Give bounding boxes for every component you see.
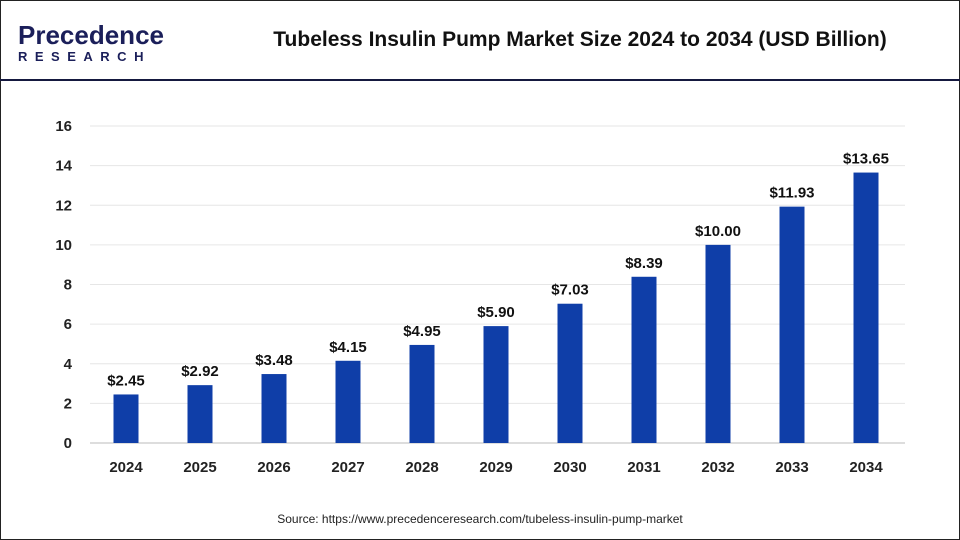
x-tick-label: 2026 [257,459,290,476]
bar [409,344,435,443]
y-tick-label: 4 [64,356,73,373]
x-tick-label: 2030 [553,459,586,476]
bar [853,172,879,443]
y-tick-label: 2 [64,395,72,412]
x-tick-label: 2028 [405,459,438,476]
data-label: $4.95 [403,323,441,340]
bar [261,374,287,443]
y-tick-label: 6 [64,316,72,333]
bar [335,360,361,443]
y-tick-label: 0 [64,435,72,452]
y-tick-label: 12 [55,197,72,214]
data-label: $2.45 [107,372,145,389]
bar [779,206,805,443]
x-tick-label: 2034 [849,459,883,476]
x-tick-label: 2029 [479,459,512,476]
logo-line2: RESEARCH [18,49,151,64]
x-tick-label: 2033 [775,459,808,476]
bar [631,276,657,443]
y-tick-label: 14 [55,158,72,175]
y-tick-label: 10 [55,237,72,254]
data-label: $8.39 [625,255,663,272]
chart-title: Tubeless Insulin Pump Market Size 2024 t… [273,28,887,51]
data-label: $3.48 [255,352,293,369]
x-tick-label: 2032 [701,459,734,476]
y-tick-label: 16 [55,118,72,135]
header-divider [0,79,960,81]
data-label: $7.03 [551,282,589,299]
x-tick-label: 2027 [331,459,364,476]
data-label: $2.92 [181,363,219,380]
bar [113,394,139,443]
bar [705,244,731,443]
source-note: Source: https://www.precedenceresearch.c… [277,512,683,526]
bar [557,303,583,443]
bar [483,326,509,443]
data-label: $11.93 [769,185,814,202]
data-label: $10.00 [695,223,741,240]
logo: Precedence RESEARCH [18,20,164,64]
x-tick-label: 2031 [627,459,660,476]
x-tick-label: 2024 [109,459,143,476]
logo-line1: Precedence [18,20,164,50]
data-label: $4.15 [329,339,367,356]
data-label: $5.90 [477,304,515,321]
x-tick-label: 2025 [183,459,216,476]
y-tick-label: 8 [64,277,72,294]
bar [187,385,213,443]
data-label: $13.65 [843,151,889,168]
